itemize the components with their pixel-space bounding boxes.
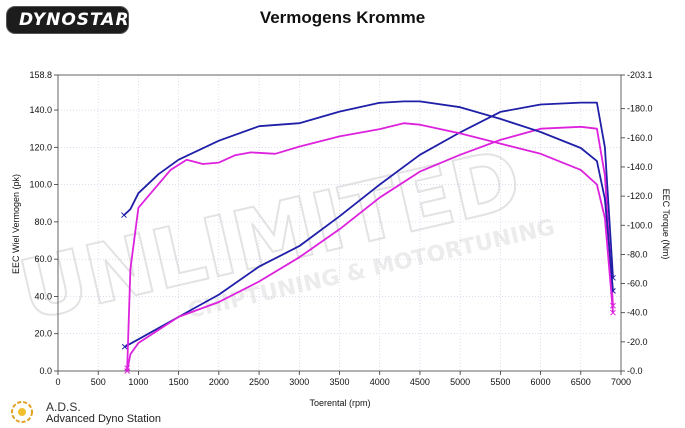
marker-stroke [610,309,616,316]
marker-stroke [124,365,131,371]
x-tick-label: 5500 [490,377,510,387]
x-axis-title: Toerental (rpm) [309,398,370,408]
y-axis-title-right: EEC Torque (Nm) [661,189,671,260]
x-tick-label: 7000 [611,377,631,387]
y2-tick-label: -0.0 [627,366,643,376]
y2-tick-label: -80.0 [627,249,648,259]
y-tick-label: 140.0 [29,105,52,115]
y-axis-title-left: EEC Wiel Vermogen (pk) [11,174,21,274]
series-1-end-marker [121,343,128,350]
x-tick-label: 2000 [209,377,229,387]
y-tick-label: 40.0 [34,291,52,301]
ads-brand-subtitle: Advanced Dyno Station [46,413,161,425]
y2-tick-label: -120.0 [627,191,653,201]
x-tick-label: 4500 [410,377,430,387]
y-tick-label: 0.0 [39,366,52,376]
series-4-end-marker [124,365,131,371]
y2-tick-label: -100.0 [627,220,653,230]
axes: 0 500 1000 1500 2000 2500 3000 3500 4000 4500 5000… [29,70,652,387]
dynostar-logo-text: DYNOSTAR [19,10,130,30]
y-tick-label: 20.0 [34,329,52,339]
ads-brand: A.D.S. [46,400,81,414]
marker-stroke [121,343,128,350]
series-line-3 [123,100,614,291]
x-tick-label: 6500 [571,377,591,387]
x-tick-label: 500 [91,377,106,387]
y-tick-label: 100.0 [29,180,52,190]
y2-tick-label: -60.0 [627,279,648,289]
x-tick-label: 6000 [531,377,551,387]
ads-logo-icon [11,401,33,423]
x-tick-label: 1500 [169,377,189,387]
y2-tick-label: -140.0 [627,162,653,172]
x-tick-label: 2500 [249,377,269,387]
x-tick-label: 3500 [329,377,349,387]
x-tick-label: 0 [55,377,60,387]
series-4-end-marker [610,309,616,316]
marker-stroke [121,212,127,218]
series-3-end-marker [121,212,127,218]
series-layer [121,100,616,374]
y-tick-label: 120.0 [29,142,52,152]
y2-tick-label: -180.0 [627,104,653,114]
series-line-4 [126,122,614,369]
chart-title: Vermogens Kromme [259,8,426,27]
y-tick-label: 158.8 [29,70,52,80]
watermark: UNLIMITED CHIPTUNING & MOTORTUNING [10,131,557,340]
y2-tick-label: -20.0 [627,337,648,347]
y-tick-label: 80.0 [34,217,52,227]
series-line-2 [126,125,614,372]
y2-tick-label: -40.0 [627,308,648,318]
y2-tick-label: -203.1 [627,70,653,80]
y-tick-label: 60.0 [34,254,52,264]
y2-tick-label: -160.0 [627,133,653,143]
watermark-text-main: UNLIMITED [11,132,529,339]
x-tick-label: 1000 [128,377,148,387]
x-tick-label: 4000 [370,377,390,387]
series-line-1 [124,101,614,348]
x-tick-label: 5000 [450,377,470,387]
dynostar-logo: DYNOSTAR [6,6,129,34]
x-tick-label: 3000 [289,377,309,387]
